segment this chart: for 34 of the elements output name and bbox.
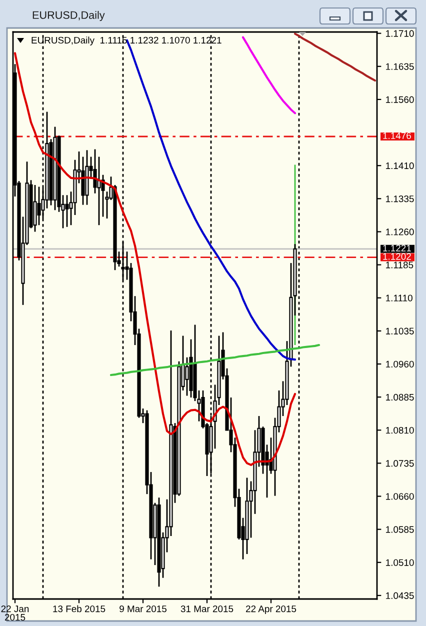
y-tick-label: 1.1185: [386, 262, 414, 268]
candlestick: [65, 194, 69, 228]
x-tick-label: 22 Apr 2015: [246, 606, 296, 614]
line-series: [294, 32, 376, 82]
y-tick-label: 1.0735: [386, 460, 414, 467]
y-tick-label: 1.0885: [386, 394, 414, 401]
chart-title: EURUSD,Daily: [32, 10, 105, 22]
y-tick-label: 1.1560: [386, 96, 414, 103]
y-tick-label: 1.0960: [386, 360, 414, 368]
y-tick-label: 1.0435: [386, 592, 414, 599]
ref-line-label: 1.1476: [383, 132, 411, 140]
x-tick-label: 9 Mar 2015: [120, 606, 166, 612]
x-tick-label: 22 Jan 2015: [1, 606, 29, 621]
line-series: [242, 36, 296, 114]
y-tick-label: 1.1335: [386, 195, 414, 202]
candlestick: [33, 184, 37, 232]
y-tick-label: 1.0585: [386, 526, 414, 533]
y-tick-label: 1.0660: [386, 493, 414, 500]
y-tick-label: 1.1710: [386, 30, 414, 37]
ref-line-label: 1.1221: [383, 244, 411, 252]
x-tick-label: 13 Feb 2015: [53, 605, 106, 612]
y-tick-label: 1.1035: [386, 328, 414, 334]
y-tick-label: 1.1410: [386, 162, 414, 170]
y-tick-label: 1.1260: [386, 228, 414, 236]
candlestick: [37, 186, 41, 226]
y-tick-label: 1.1635: [386, 63, 414, 70]
candlestick: [97, 156, 101, 226]
y-tick-label: 1.1110: [386, 294, 412, 302]
y-tick-label: 1.0510: [386, 559, 414, 566]
chart-subtitle: EURUSD,Daily 1.1115 1.1232 1.1070 1.1221: [32, 36, 222, 46]
ref-line-label: 1.1202: [383, 253, 411, 260]
y-tick-label: 1.0810: [386, 426, 414, 434]
candlestick: [185, 356, 189, 396]
x-tick-label: 31 Mar 2015: [180, 606, 234, 612]
